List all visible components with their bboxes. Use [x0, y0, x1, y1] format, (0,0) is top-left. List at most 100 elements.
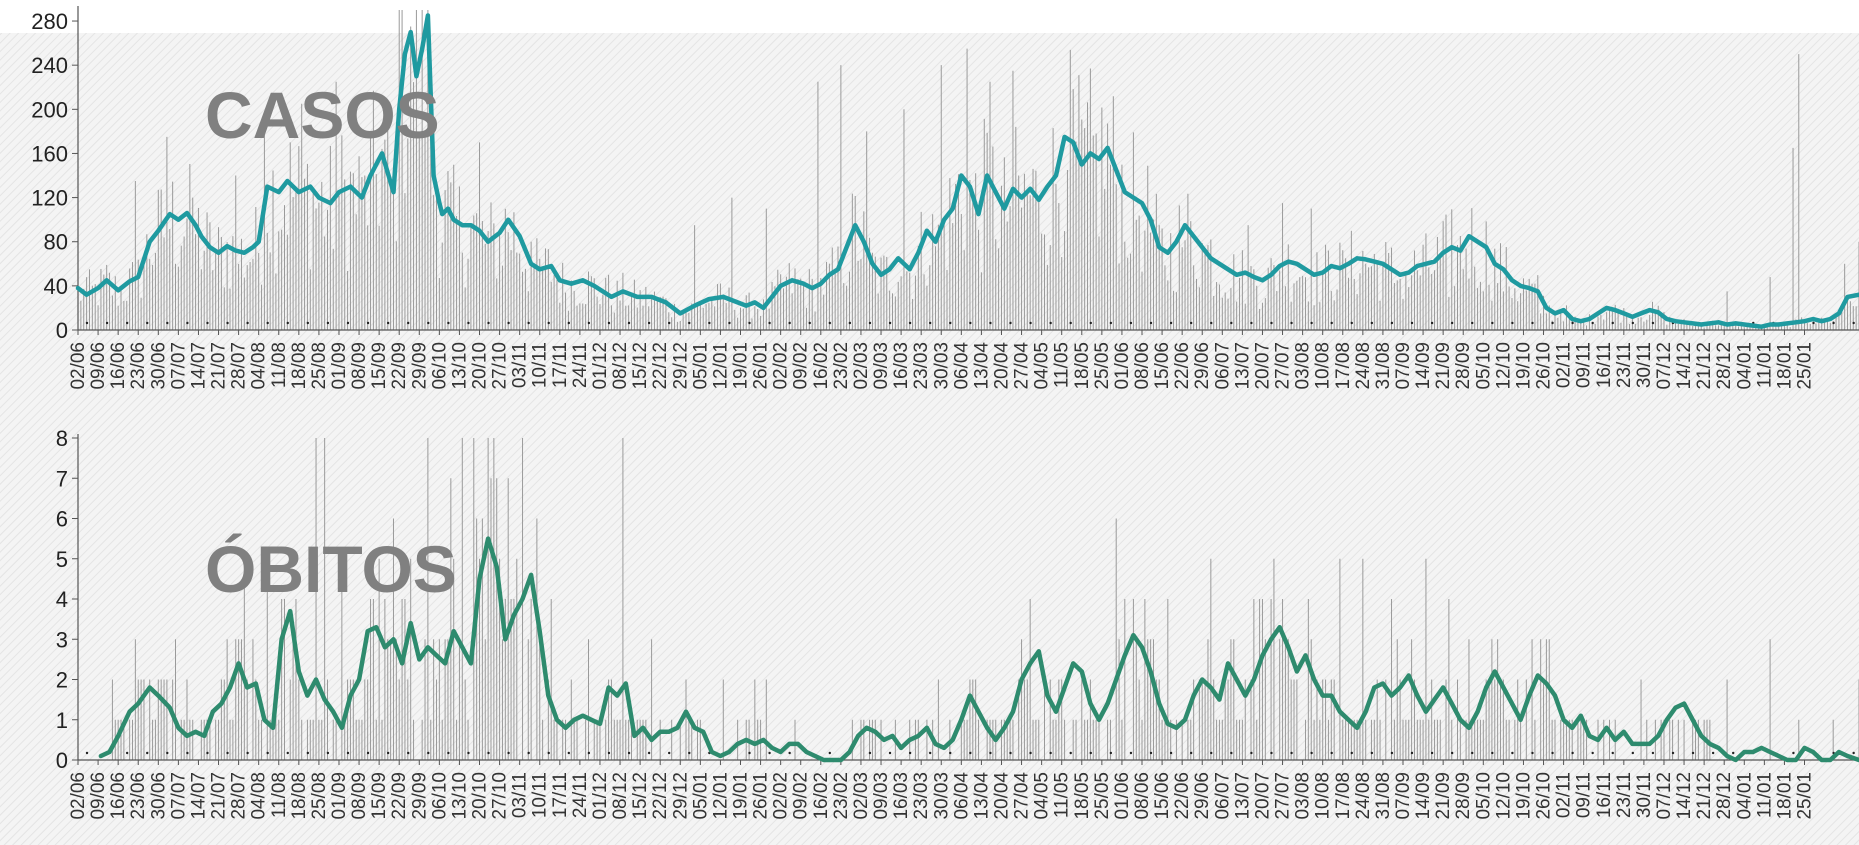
x-tick-label: 02/02	[771, 772, 792, 820]
baseline-dot	[788, 321, 791, 325]
baseline-dot	[1169, 321, 1173, 325]
x-tick-label: 30/06	[148, 342, 169, 390]
baseline-dot	[888, 751, 892, 755]
baseline-dot	[1591, 751, 1594, 755]
x-tick-label: 13/04	[971, 772, 992, 820]
x-tick-label: 29/09	[409, 772, 430, 820]
y-tick-label: 80	[44, 230, 68, 255]
x-tick-label: 08/09	[349, 342, 370, 390]
baseline-dot	[1491, 321, 1494, 325]
x-tick-label: 07/07	[168, 342, 189, 390]
x-tick-label: 24/11	[570, 342, 591, 388]
baseline-dot	[527, 751, 530, 755]
baseline-dot	[768, 321, 771, 325]
baseline-dot	[788, 751, 791, 755]
baseline-dot	[286, 751, 289, 755]
baseline-dot	[1511, 751, 1514, 755]
x-tick-label: 16/06	[108, 342, 129, 390]
x-tick-label: 19/01	[730, 342, 751, 390]
baseline-dot	[1029, 321, 1032, 325]
baseline-dot	[1832, 321, 1835, 325]
baseline-dot	[1029, 751, 1032, 755]
x-tick-label: 09/02	[791, 342, 812, 390]
baseline-dot	[467, 321, 470, 325]
x-tick-label: 29/06	[1192, 342, 1213, 390]
x-tick-label: 13/07	[1232, 342, 1253, 390]
x-tick-label: 23/11	[1614, 342, 1635, 388]
baseline-dot	[507, 321, 510, 325]
x-tick-label: 23/02	[831, 342, 852, 390]
x-tick-label: 11/01	[1754, 342, 1775, 388]
baseline-dot	[1852, 321, 1855, 325]
x-tick-label: 16/02	[811, 342, 832, 390]
baseline-dot	[1330, 321, 1333, 325]
x-tick-label: 21/12	[1694, 342, 1715, 390]
baseline-dot	[85, 321, 89, 325]
baseline-dot	[989, 321, 992, 325]
x-tick-label: 18/08	[289, 772, 310, 820]
baseline-dot	[848, 321, 852, 325]
x-tick-label: 28/07	[229, 772, 250, 820]
x-tick-label: 22/06	[1172, 342, 1193, 390]
baseline-dot	[647, 751, 651, 755]
baseline-dot	[949, 321, 952, 325]
x-tick-label: 24/11	[570, 772, 591, 818]
x-tick-label: 27/10	[490, 772, 511, 820]
x-tick-label: 14/12	[1674, 772, 1695, 820]
moving-average-line	[98, 536, 1859, 763]
baseline-dot	[1089, 321, 1092, 325]
baseline-dot	[1430, 751, 1434, 755]
x-tick-label: 30/03	[931, 772, 952, 820]
y-tick-label: 3	[56, 627, 68, 652]
x-tick-label: 21/07	[209, 342, 230, 390]
x-tick-label: 15/09	[369, 342, 390, 390]
x-tick-label: 03/11	[510, 772, 531, 818]
x-tick-label: 02/11	[1554, 772, 1575, 818]
x-tick-label: 11/08	[269, 772, 290, 818]
baseline-dot	[808, 321, 811, 325]
baseline-dot	[1350, 751, 1353, 755]
x-tick-label: 31/08	[1373, 772, 1394, 820]
baseline-dot	[1370, 321, 1374, 325]
baseline-dot	[567, 321, 571, 325]
x-tick-label: 29/12	[670, 772, 691, 820]
x-tick-label: 19/10	[1513, 342, 1534, 390]
baseline-dot	[1551, 321, 1554, 325]
x-tick-label: 18/05	[1072, 772, 1093, 820]
x-tick-label: 09/06	[88, 772, 109, 820]
x-tick-label: 20/04	[991, 772, 1012, 820]
baseline-dot	[1189, 321, 1193, 325]
x-tick-label: 21/12	[1694, 772, 1715, 820]
y-tick-label: 7	[56, 466, 68, 491]
x-tick-label: 03/11	[510, 342, 531, 388]
baseline-dot	[407, 321, 410, 325]
baseline-dot	[748, 751, 751, 755]
baseline-dot	[487, 751, 490, 755]
baseline-dot	[1852, 751, 1855, 755]
baseline-dot	[125, 751, 129, 755]
x-tick-label: 22/09	[389, 772, 410, 820]
x-tick-label: 14/07	[188, 342, 209, 390]
baseline-dot	[1129, 321, 1133, 325]
x-tick-label: 21/09	[1433, 772, 1454, 820]
baseline-dot	[105, 321, 109, 325]
x-tick-label: 15/06	[1152, 772, 1173, 820]
baseline-dot	[908, 321, 912, 325]
baseline-dot	[969, 321, 972, 325]
baseline-dot	[346, 751, 350, 755]
baseline-dot	[1290, 751, 1293, 755]
baseline-dot	[647, 321, 651, 325]
baseline-dot	[427, 321, 430, 325]
baseline-dot	[146, 321, 149, 325]
baseline-dot	[587, 321, 591, 325]
x-tick-label: 16/02	[811, 772, 832, 820]
x-tick-label: 25/01	[1795, 772, 1816, 820]
x-tick-label: 14/09	[1413, 772, 1434, 820]
x-tick-label: 02/11	[1554, 342, 1575, 388]
x-tick-label: 08/06	[1132, 342, 1153, 390]
x-tick-label: 19/10	[1513, 772, 1534, 820]
y-tick-label: 160	[31, 141, 68, 166]
x-tick-label: 13/07	[1232, 772, 1253, 820]
x-tick-label: 21/07	[209, 772, 230, 820]
x-tick-label: 01/12	[590, 342, 611, 390]
